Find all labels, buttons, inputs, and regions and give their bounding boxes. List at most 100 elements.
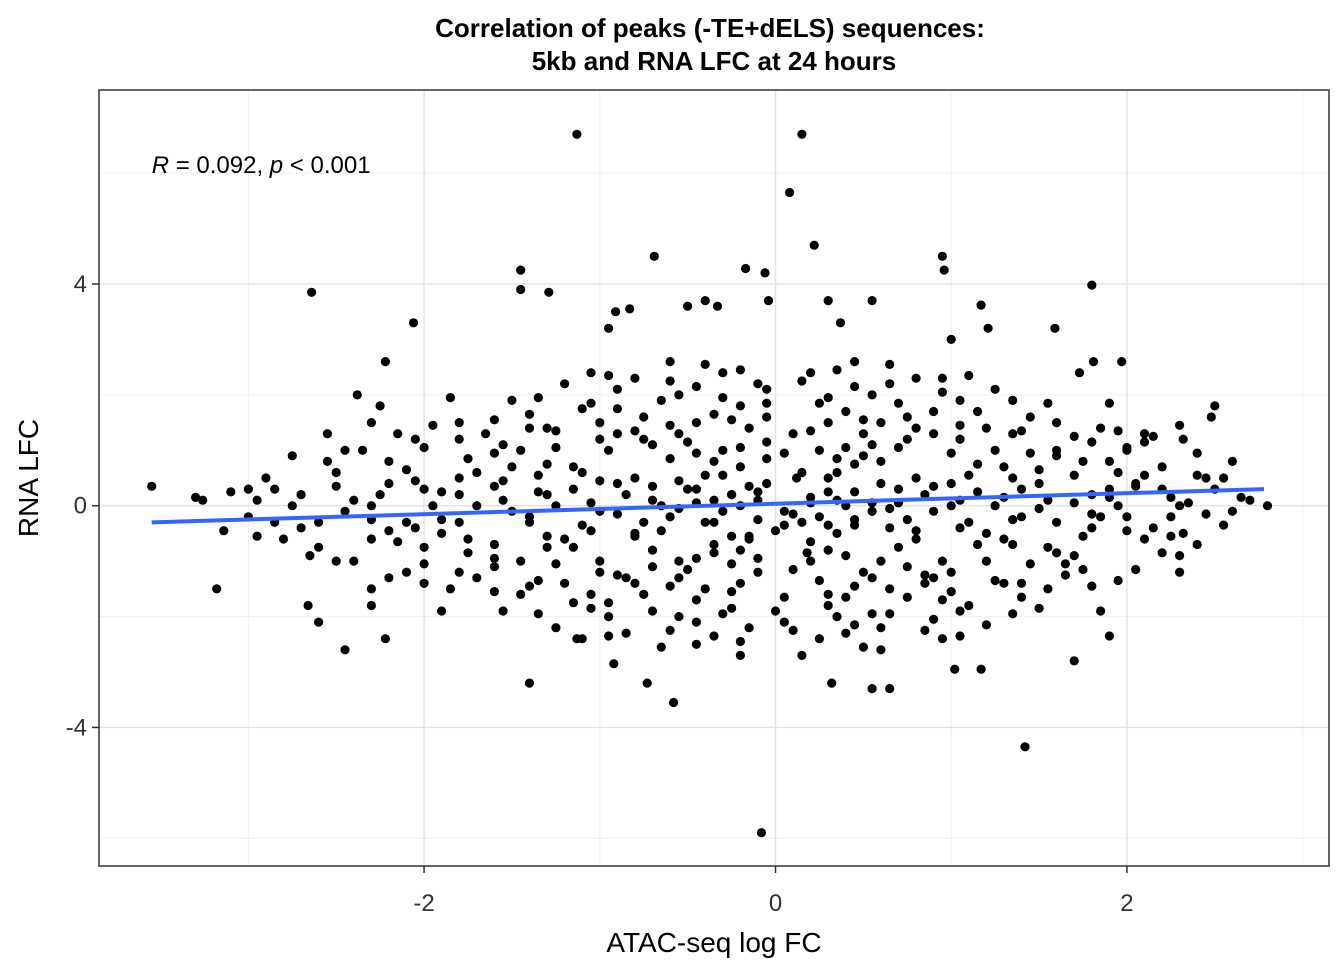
- data-point: [621, 628, 631, 638]
- data-point: [709, 517, 719, 527]
- data-point: [727, 587, 737, 597]
- data-point: [823, 545, 833, 555]
- data-point: [647, 606, 658, 616]
- data-point: [1219, 473, 1229, 483]
- data-point: [419, 559, 429, 569]
- data-point: [489, 553, 499, 564]
- data-point: [700, 359, 710, 369]
- data-point: [785, 187, 795, 198]
- data-point: [885, 684, 895, 694]
- data-point: [437, 515, 447, 525]
- data-point: [779, 592, 789, 602]
- data-point: [946, 587, 956, 597]
- data-point: [665, 376, 675, 386]
- data-point: [656, 526, 666, 536]
- data-point: [850, 487, 860, 497]
- data-point: [691, 595, 702, 605]
- data-point: [946, 478, 956, 489]
- data-point: [647, 495, 658, 505]
- data-point: [850, 459, 860, 469]
- data-point: [1113, 426, 1123, 436]
- data-point: [1166, 531, 1176, 541]
- data-point: [349, 495, 359, 505]
- data-point: [735, 545, 746, 555]
- data-point: [691, 484, 702, 494]
- data-point: [674, 612, 684, 622]
- data-point: [375, 490, 385, 500]
- data-point: [1122, 445, 1132, 455]
- data-point: [867, 296, 877, 306]
- data-point: [885, 503, 895, 514]
- data-point: [709, 539, 719, 550]
- data-point: [1113, 575, 1123, 586]
- data-point: [823, 473, 833, 483]
- data-point: [1175, 567, 1185, 577]
- data-point: [489, 481, 499, 491]
- data-point: [946, 567, 956, 577]
- data-point: [955, 434, 965, 444]
- p-value: < 0.001: [283, 152, 370, 179]
- y-tick-label: 4: [74, 271, 87, 298]
- data-point: [893, 542, 904, 552]
- data-point: [727, 531, 737, 541]
- data-point: [375, 401, 385, 411]
- data-point: [287, 451, 297, 461]
- data-point: [322, 456, 332, 466]
- data-point: [683, 437, 693, 447]
- data-point: [366, 600, 376, 611]
- data-point: [630, 578, 640, 588]
- data-point: [243, 484, 253, 494]
- data-point: [1122, 512, 1132, 522]
- data-point: [437, 528, 447, 539]
- data-point: [516, 445, 526, 455]
- data-point: [841, 442, 851, 453]
- data-point: [366, 418, 376, 428]
- data-point: [727, 603, 737, 613]
- data-point: [955, 606, 965, 616]
- data-point: [1025, 448, 1035, 458]
- data-point: [779, 448, 789, 458]
- data-point: [709, 495, 719, 505]
- data-point: [691, 381, 702, 392]
- data-point: [454, 567, 464, 577]
- data-point: [1183, 498, 1193, 508]
- data-point: [885, 609, 895, 619]
- data-point: [858, 642, 869, 652]
- data-point: [1043, 495, 1053, 505]
- data-point: [911, 526, 921, 536]
- data-point: [630, 373, 640, 383]
- data-point: [226, 487, 236, 497]
- data-point: [762, 437, 772, 447]
- data-point: [802, 548, 812, 558]
- data-point: [990, 501, 1000, 511]
- data-point: [401, 567, 412, 577]
- data-point: [929, 406, 939, 417]
- data-point: [287, 501, 297, 511]
- data-point: [762, 384, 772, 394]
- data-point: [858, 451, 869, 461]
- data-point: [674, 573, 684, 583]
- data-point: [841, 406, 851, 417]
- data-point: [858, 567, 869, 577]
- data-point: [340, 645, 350, 655]
- data-point: [691, 617, 702, 627]
- data-point: [472, 467, 482, 478]
- data-point: [647, 481, 658, 491]
- data-point: [322, 429, 332, 439]
- data-point: [1078, 564, 1088, 575]
- data-point: [1043, 584, 1053, 594]
- data-point: [700, 470, 710, 480]
- data-point: [1262, 501, 1273, 511]
- data-point: [929, 506, 939, 516]
- data-point: [331, 467, 341, 478]
- data-point: [647, 440, 658, 450]
- data-point: [384, 573, 394, 583]
- data-point: [524, 678, 535, 688]
- data-point: [674, 476, 684, 486]
- data-point: [937, 373, 948, 383]
- data-point: [735, 462, 746, 472]
- data-point: [929, 573, 939, 583]
- data-point: [498, 440, 508, 450]
- data-point: [850, 520, 860, 530]
